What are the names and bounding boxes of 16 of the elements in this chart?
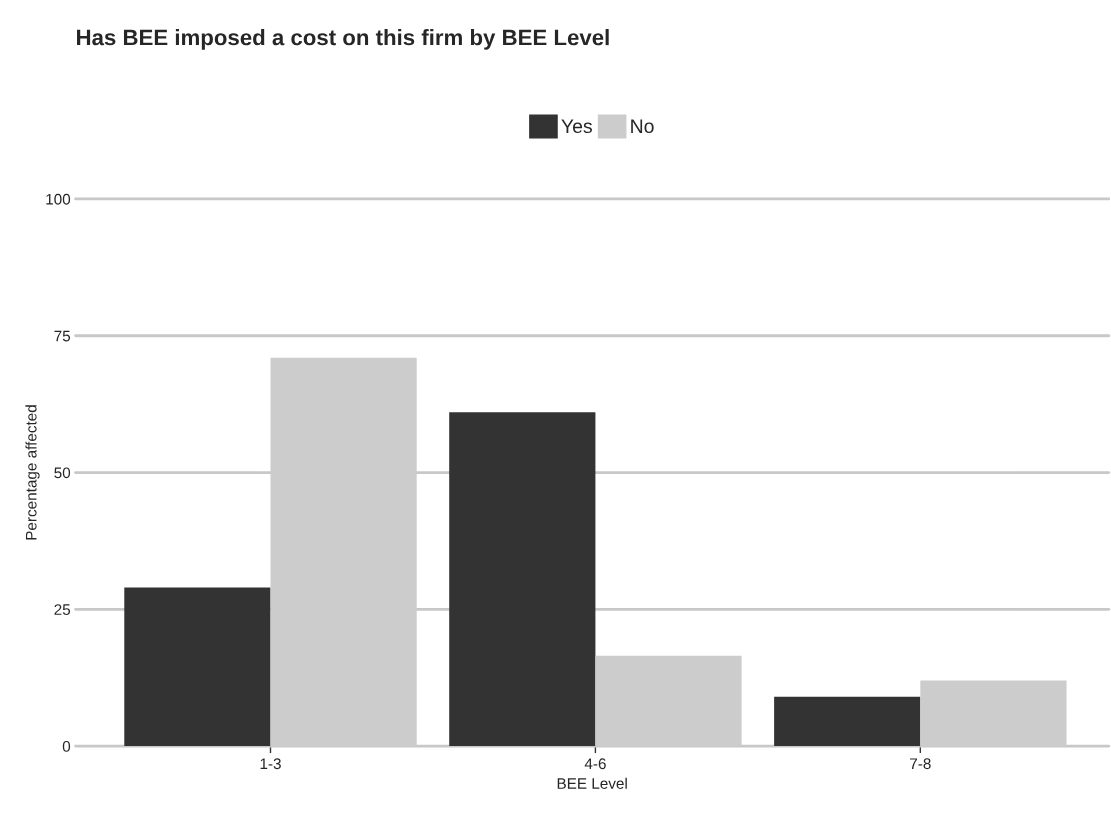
- bar: [774, 696, 921, 747]
- y-tick-label: 0: [62, 740, 71, 752]
- bar: [124, 587, 271, 747]
- y-tick-label: 50: [54, 467, 71, 479]
- y-tick-label: 75: [54, 330, 71, 342]
- y-tick-label: 100: [46, 193, 71, 205]
- x-tick-label: 4-6: [584, 758, 606, 770]
- chart-title: Has BEE imposed a cost on this firm by BEE Level: [77, 29, 609, 50]
- y-tick-label: 25: [54, 604, 71, 615]
- bar: [449, 412, 596, 747]
- x-tick-label: 7-8: [910, 758, 931, 770]
- legend-label: Yes: [561, 119, 592, 134]
- x-tick-label: 1-3: [260, 758, 281, 770]
- x-axis-title: BEE Level: [557, 777, 627, 789]
- legend-label: No: [631, 119, 654, 134]
- y-axis-title: Percentage affected: [25, 405, 40, 540]
